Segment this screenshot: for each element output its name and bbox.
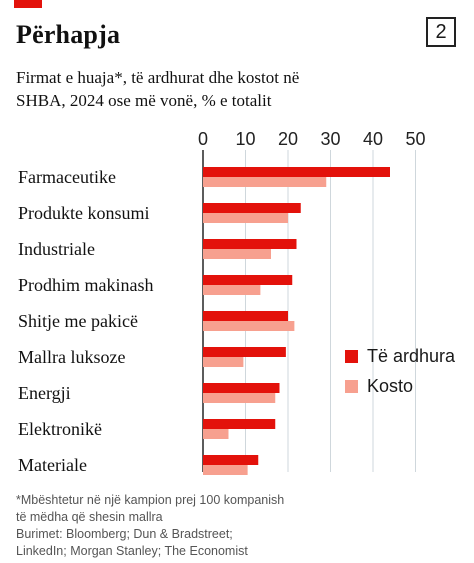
x-tick-label-10: 10 [235, 129, 255, 149]
sources-line-1: Burimet: Bloomberg; Dun & Bradstreet; [16, 527, 233, 541]
category-label: Industriale [18, 239, 95, 259]
subtitle-line-1: Firmat e huaja*, të ardhurat dhe kostot … [16, 68, 300, 87]
legend-label-cost: Kosto [367, 375, 414, 396]
subtitle-line-2: SHBA, 2024 ose më vonë, % e totalit [16, 91, 272, 110]
cost-bar-2 [203, 213, 288, 223]
cost-bar-9 [203, 465, 248, 475]
x-tick-label-40: 40 [363, 129, 383, 149]
legend-item-cost: Kosto [345, 371, 455, 401]
cost-bar-4 [203, 285, 261, 295]
x-tick-label-20: 20 [278, 129, 298, 149]
revenue-bar-9 [203, 455, 259, 465]
legend-item-revenue: Të ardhura [345, 341, 455, 371]
cost-bar-7 [203, 393, 276, 403]
figure-number-badge: 2 [426, 17, 456, 47]
page-title: Përhapja [16, 20, 121, 49]
category-label: Energji [18, 383, 71, 403]
category-label: Materiale [18, 455, 87, 475]
bar-chart: 0 10 20 30 40 50 Farmaceutike Produkte konsumi I… [18, 129, 426, 475]
cost-bar-1 [203, 177, 327, 187]
revenue-bar-2 [203, 203, 301, 213]
x-tick-label-50: 50 [405, 129, 425, 149]
legend-label-revenue: Të ardhura [367, 345, 456, 366]
revenue-bar-7 [203, 383, 280, 393]
footnote-line-2: të mëdha që shesin mallra [16, 510, 163, 524]
cost-bar-8 [203, 429, 229, 439]
footnote: *Mbështetur në një kampion prej 100 komp… [16, 492, 456, 560]
cost-bar-6 [203, 357, 244, 367]
revenue-bar-5 [203, 311, 288, 321]
revenue-bar-1 [203, 167, 390, 177]
revenue-bar-8 [203, 419, 276, 429]
footnote-line-1: *Mbështetur në një kampion prej 100 komp… [16, 493, 285, 507]
legend-swatch-cost [345, 379, 358, 393]
category-label: Produkte konsumi [18, 203, 150, 223]
x-tick-label-0: 0 [198, 129, 208, 149]
cost-bar-5 [203, 321, 295, 331]
revenue-bar-4 [203, 275, 293, 285]
revenue-bar-3 [203, 239, 297, 249]
category-label: Mallra luksoze [18, 347, 125, 367]
category-label: Shitje me pakicë [18, 311, 138, 331]
revenue-bar-6 [203, 347, 286, 357]
category-label: Farmaceutike [18, 167, 116, 187]
chart-subtitle: Firmat e huaja*, të ardhurat dhe kostot … [16, 66, 456, 112]
cost-bar-3 [203, 249, 271, 259]
category-label: Prodhim makinash [18, 275, 154, 295]
category-label: Elektronikë [18, 419, 102, 439]
sources-line-2: LinkedIn; Morgan Stanley; The Economist [16, 544, 248, 558]
brand-red-tab [14, 0, 42, 8]
legend-swatch-revenue [345, 349, 358, 363]
x-tick-label-30: 30 [320, 129, 340, 149]
chart-legend: Të ardhura Kosto [345, 341, 455, 401]
